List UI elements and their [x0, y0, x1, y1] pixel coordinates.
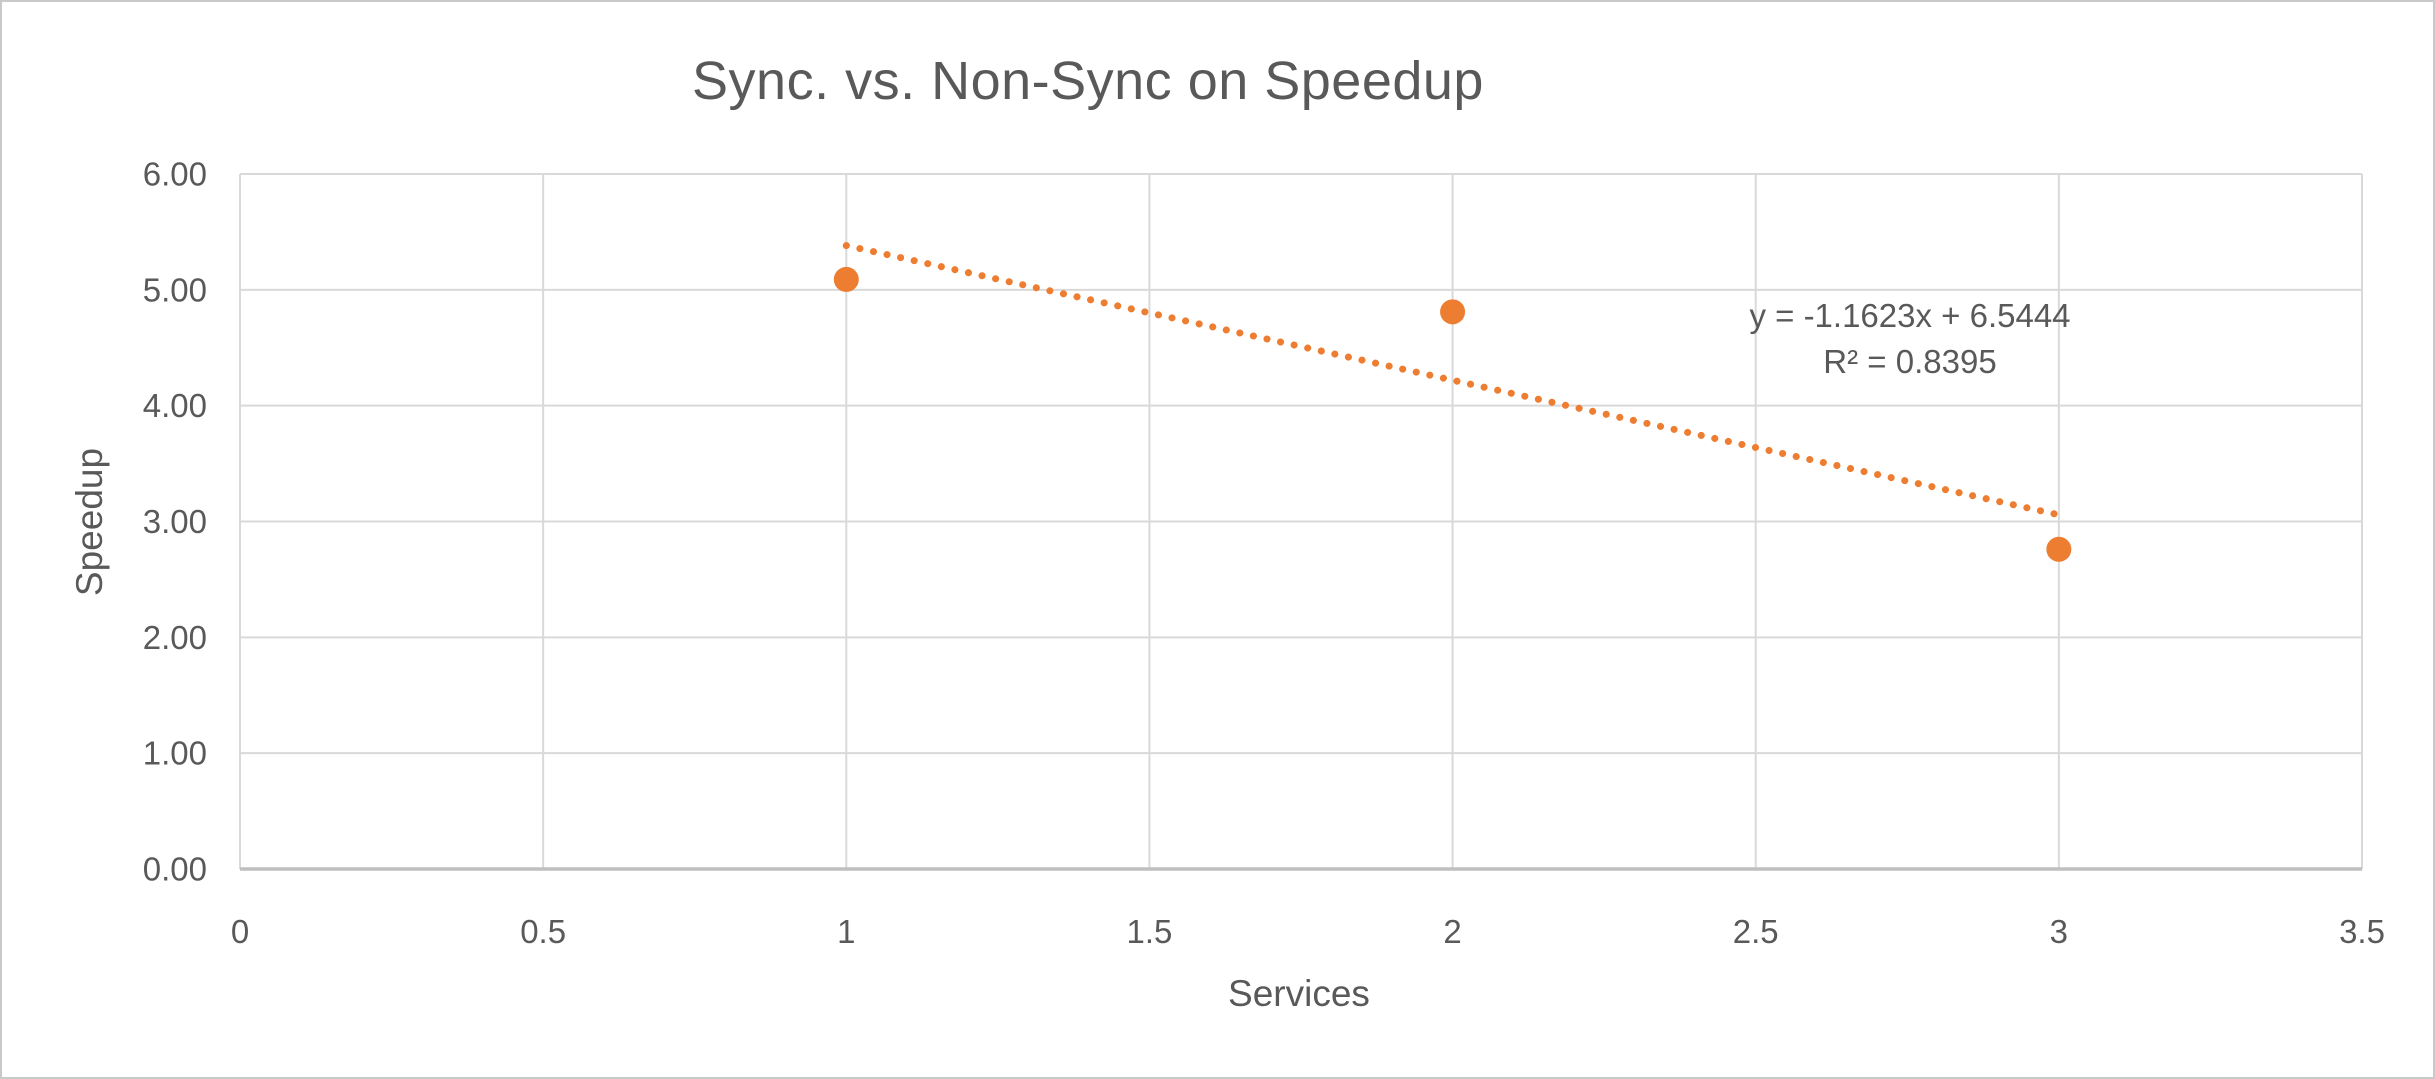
y-axis-title: Speedup — [69, 447, 110, 597]
y-tick-label: 4.00 — [143, 387, 207, 424]
y-tick-label: 1.00 — [143, 735, 207, 772]
y-tick-label: 6.00 — [143, 156, 207, 193]
x-axis-title: Services — [1228, 973, 1370, 1014]
trendline-r2-text: R² = 0.8395 — [1823, 343, 1997, 380]
x-tick-label: 2 — [1443, 913, 1461, 950]
x-tick-label: 2.5 — [1733, 913, 1779, 950]
y-tick-label: 3.00 — [143, 503, 207, 540]
trendline — [842, 242, 2063, 519]
y-tick-label: 0.00 — [143, 851, 207, 888]
x-tick-label: 0 — [231, 913, 249, 950]
x-tick-label: 3 — [2050, 913, 2068, 950]
y-tick-label: 5.00 — [143, 271, 207, 308]
y-tick-label: 2.00 — [143, 619, 207, 656]
x-tick-label: 0.5 — [520, 913, 566, 950]
chart-title: Sync. vs. Non-Sync on Speedup — [692, 51, 1484, 111]
trendline-equation-text: y = -1.1623x + 6.5444 — [1749, 297, 2071, 334]
x-tick-label: 1 — [837, 913, 855, 950]
x-tick-label: 1.5 — [1126, 913, 1172, 950]
x-tick-label: 3.5 — [2339, 913, 2385, 950]
data-point — [2046, 536, 2072, 562]
data-point — [1440, 299, 1466, 325]
data-point — [833, 266, 859, 292]
trendline-annotation: y = -1.1623x + 6.5444 R² = 0.8395 — [1749, 293, 2070, 385]
